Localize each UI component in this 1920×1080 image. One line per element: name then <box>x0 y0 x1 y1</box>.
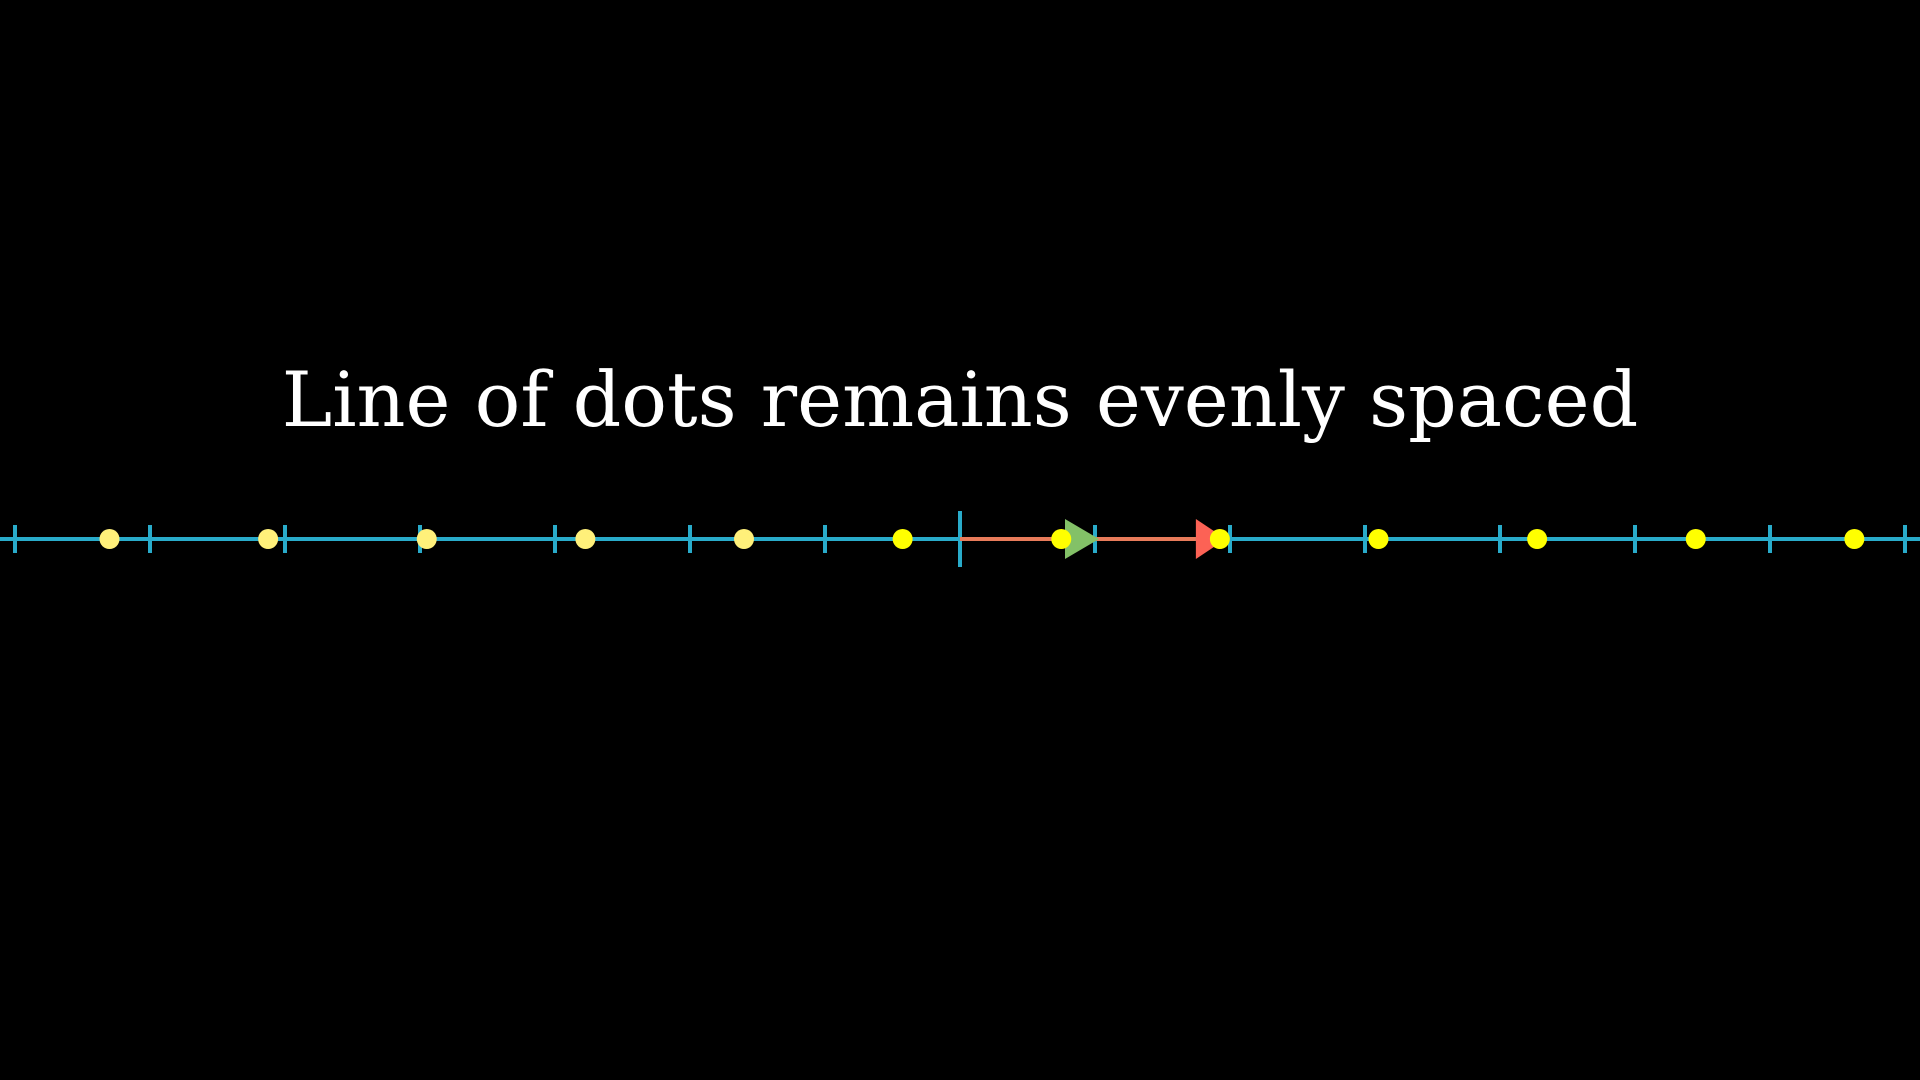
dot-6 <box>1051 529 1072 549</box>
dot-5 <box>892 529 913 549</box>
dot-2 <box>416 529 437 549</box>
green-vector-head <box>1065 519 1099 559</box>
dot-8 <box>1368 529 1389 549</box>
dot-7 <box>1209 529 1230 549</box>
dot-4 <box>734 529 754 549</box>
dot-3 <box>575 529 596 549</box>
caption-title: Line of dots remains evenly spaced <box>281 355 1639 444</box>
dot-9 <box>1527 529 1548 549</box>
dot-0 <box>99 529 120 549</box>
dot-10 <box>1685 529 1706 549</box>
dot-11 <box>1844 529 1865 549</box>
dot-1 <box>258 529 279 549</box>
